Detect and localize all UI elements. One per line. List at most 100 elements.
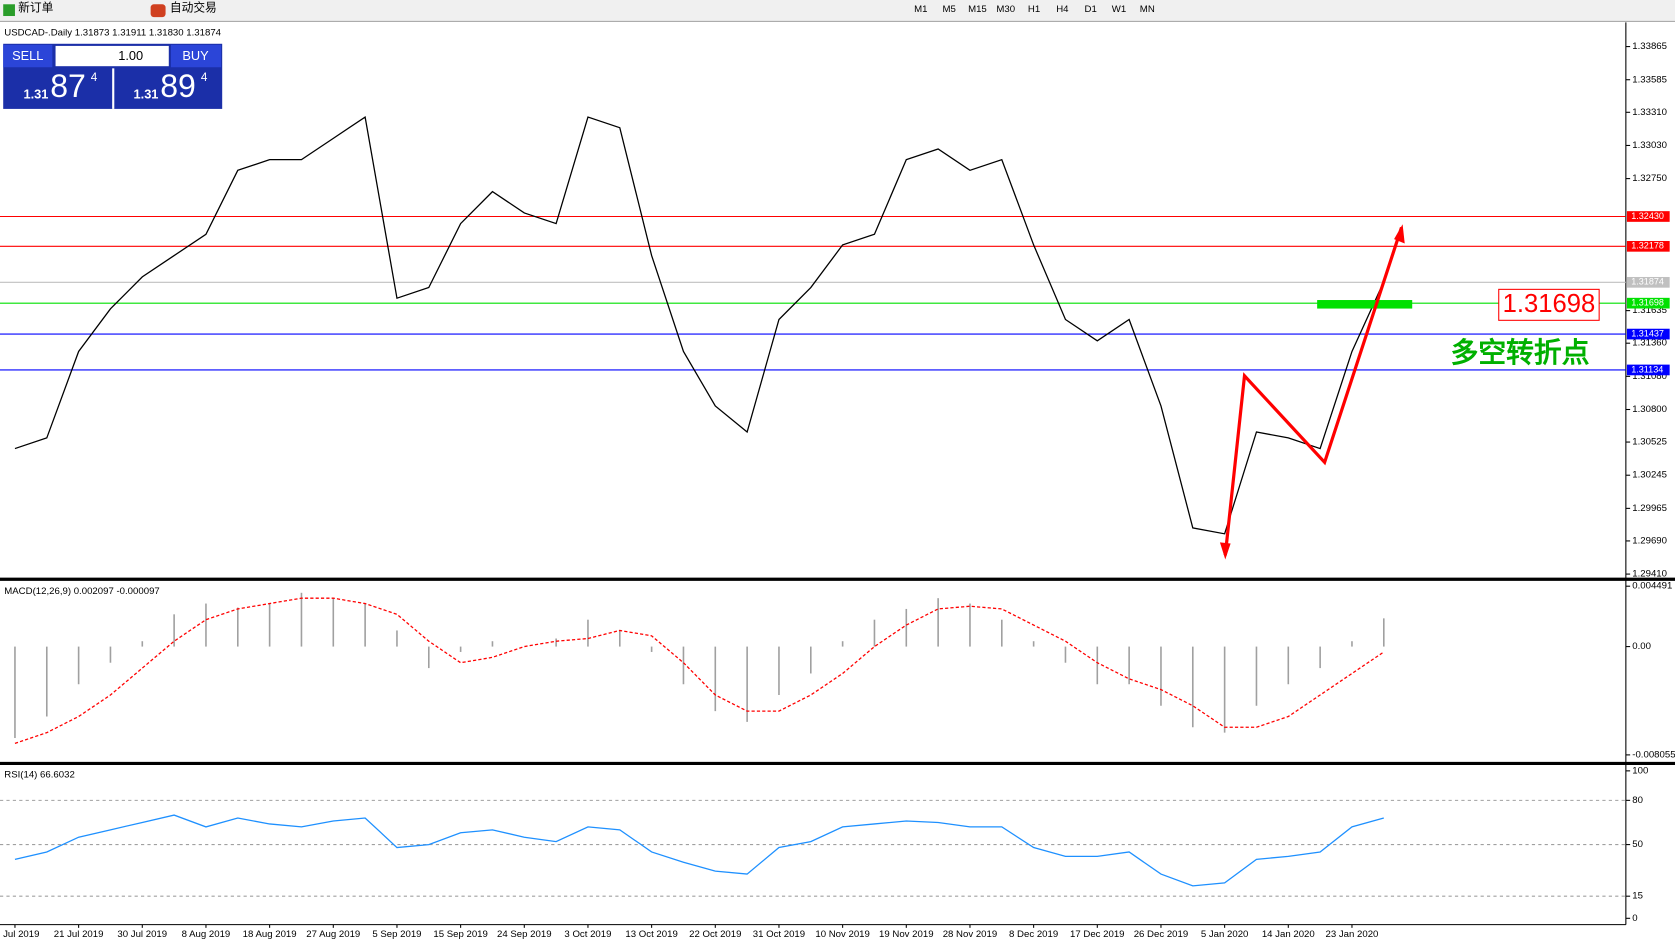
x-tick-label: 21 Jul 2019	[54, 929, 104, 940]
x-tick-label: 18 Aug 2019	[243, 929, 297, 940]
sell-price-main[interactable]: 87	[50, 68, 86, 104]
trend-arrow	[1223, 226, 1404, 556]
y-tick-label: 15	[1632, 891, 1643, 902]
buy-label[interactable]: BUY	[182, 48, 209, 63]
y-tick-label: 1.31360	[1632, 338, 1667, 349]
buy-price-main[interactable]: 89	[160, 68, 196, 104]
timeframe-button[interactable]: M15	[968, 4, 987, 15]
y-tick-label: 50	[1632, 839, 1643, 850]
chart-area	[0, 22, 1675, 946]
y-tick-label: 1.31080	[1632, 371, 1667, 382]
price-divider	[112, 68, 115, 109]
level-tag	[1626, 328, 1670, 340]
x-tick-label: 14 Jan 2020	[1262, 929, 1315, 940]
toolbar	[0, 0, 1675, 22]
timeframe-button[interactable]: H4	[1056, 4, 1069, 15]
y-tick-label: -0.008055	[1632, 749, 1675, 760]
x-tick-label: 13 Oct 2019	[625, 929, 677, 940]
buy-price-big[interactable]: 1.31	[134, 86, 159, 101]
y-tick-label: 80	[1632, 795, 1643, 806]
y-tick-label: 1.30800	[1632, 404, 1667, 415]
x-tick-label: 11 Jul 2019	[0, 929, 39, 940]
pivot-text: 多空转折点	[1451, 336, 1590, 369]
level-label: 1.31874	[1631, 277, 1664, 287]
x-tick-label: 10 Nov 2019	[815, 929, 870, 940]
level-tag	[1626, 364, 1670, 376]
y-tick-label: 0.004491	[1632, 581, 1672, 592]
series-line	[14, 597, 1385, 745]
y-tick-label: 1.33310	[1632, 107, 1667, 118]
x-tick-label: 5 Sep 2019	[372, 929, 421, 940]
timeframe-group: M1 M5 M15 M30 H1 H4 D1 W1 MN	[914, 4, 1155, 15]
level-tag	[1626, 211, 1670, 222]
y-tick-label: 1.29410	[1632, 569, 1667, 580]
lot-input[interactable]	[55, 45, 169, 67]
panes: USDCAD-.Daily 1.31873 1.31911 1.31830 1.…	[0, 28, 1675, 940]
y-tick-label: 1.29690	[1632, 535, 1667, 546]
arrow-head	[1394, 224, 1405, 244]
series-line	[14, 814, 1384, 887]
y-tick-label: 1.33585	[1632, 74, 1667, 85]
new-order-button[interactable]: 新订单	[18, 1, 53, 15]
y-tick-label: 1.33030	[1632, 140, 1667, 151]
timeframe-button[interactable]: MN	[1140, 4, 1155, 15]
series-line	[14, 115, 1385, 535]
x-tick-label: 26 Dec 2019	[1134, 929, 1189, 940]
sell-price-small[interactable]: 4	[91, 71, 98, 84]
y-tick-label: 100	[1632, 765, 1648, 776]
x-tick-label: 30 Jul 2019	[117, 929, 167, 940]
level-label: 1.31698	[1631, 298, 1664, 308]
x-tick-label: 19 Nov 2019	[879, 929, 934, 940]
pivot-bar	[1317, 300, 1413, 309]
lot-value[interactable]: 1.00	[118, 48, 143, 63]
x-tick-label: 23 Jan 2020	[1326, 929, 1379, 940]
level-label: 1.31134	[1631, 364, 1663, 374]
sell-price-big[interactable]: 1.31	[24, 86, 49, 101]
x-tick-label: 8 Aug 2019	[182, 929, 231, 940]
level-label: 1.31437	[1631, 328, 1664, 338]
buy-price-small[interactable]: 4	[201, 71, 208, 84]
timeframe-button[interactable]: D1	[1085, 4, 1097, 15]
x-tick-label: 22 Oct 2019	[689, 929, 741, 940]
timeframe-button[interactable]: W1	[1112, 4, 1126, 15]
pane-title: RSI(14) 66.6032	[4, 770, 75, 781]
level-tag	[1626, 240, 1670, 252]
y-tick-label: 1.33865	[1632, 41, 1667, 52]
level-label: 1.32430	[1631, 211, 1664, 221]
x-tick-label: 17 Dec 2019	[1070, 929, 1125, 940]
pane-title: USDCAD-.Daily 1.31873 1.31911 1.31830 1.…	[4, 28, 221, 39]
x-tick-label: 24 Sep 2019	[497, 929, 552, 940]
sell-label[interactable]: SELL	[12, 48, 43, 63]
level-tag	[1626, 276, 1670, 288]
x-tick-label: 3 Oct 2019	[564, 929, 611, 940]
timeframe-button[interactable]: M5	[942, 4, 955, 15]
y-tick-label: 0.00	[1632, 641, 1651, 652]
x-tick-label: 31 Oct 2019	[753, 929, 805, 940]
auto-trading-icon[interactable]	[150, 4, 166, 18]
x-tick-label: 8 Dec 2019	[1009, 929, 1058, 940]
timeframe-button[interactable]: M1	[914, 4, 927, 15]
x-tick-label: 28 Nov 2019	[943, 929, 998, 940]
level-tag	[1626, 297, 1670, 309]
x-tick-label: 27 Aug 2019	[306, 929, 360, 940]
x-tick-label: 5 Jan 2020	[1201, 929, 1249, 940]
arrow-head	[1219, 542, 1231, 560]
level-label: 1.32178	[1631, 241, 1664, 251]
buy-button[interactable]	[170, 44, 222, 68]
new-order-icon[interactable]	[3, 4, 15, 17]
y-tick-label: 1.32750	[1632, 173, 1667, 184]
timeframe-button[interactable]: M30	[996, 4, 1015, 15]
y-tick-label: 1.31635	[1632, 305, 1667, 316]
y-tick-label: 1.30245	[1632, 470, 1667, 481]
timeframe-button[interactable]: H1	[1028, 4, 1040, 15]
level-callout: 1.31698	[1503, 290, 1596, 318]
pane-title: MACD(12,26,9) 0.002097 -0.000097	[4, 586, 160, 597]
auto-trading-button[interactable]: 自动交易	[170, 1, 217, 15]
sell-button[interactable]	[3, 44, 53, 68]
y-tick-label: 0	[1632, 913, 1637, 924]
x-tick-label: 15 Sep 2019	[433, 929, 488, 940]
y-tick-label: 1.29965	[1632, 503, 1667, 514]
y-tick-label: 1.30525	[1632, 437, 1667, 448]
